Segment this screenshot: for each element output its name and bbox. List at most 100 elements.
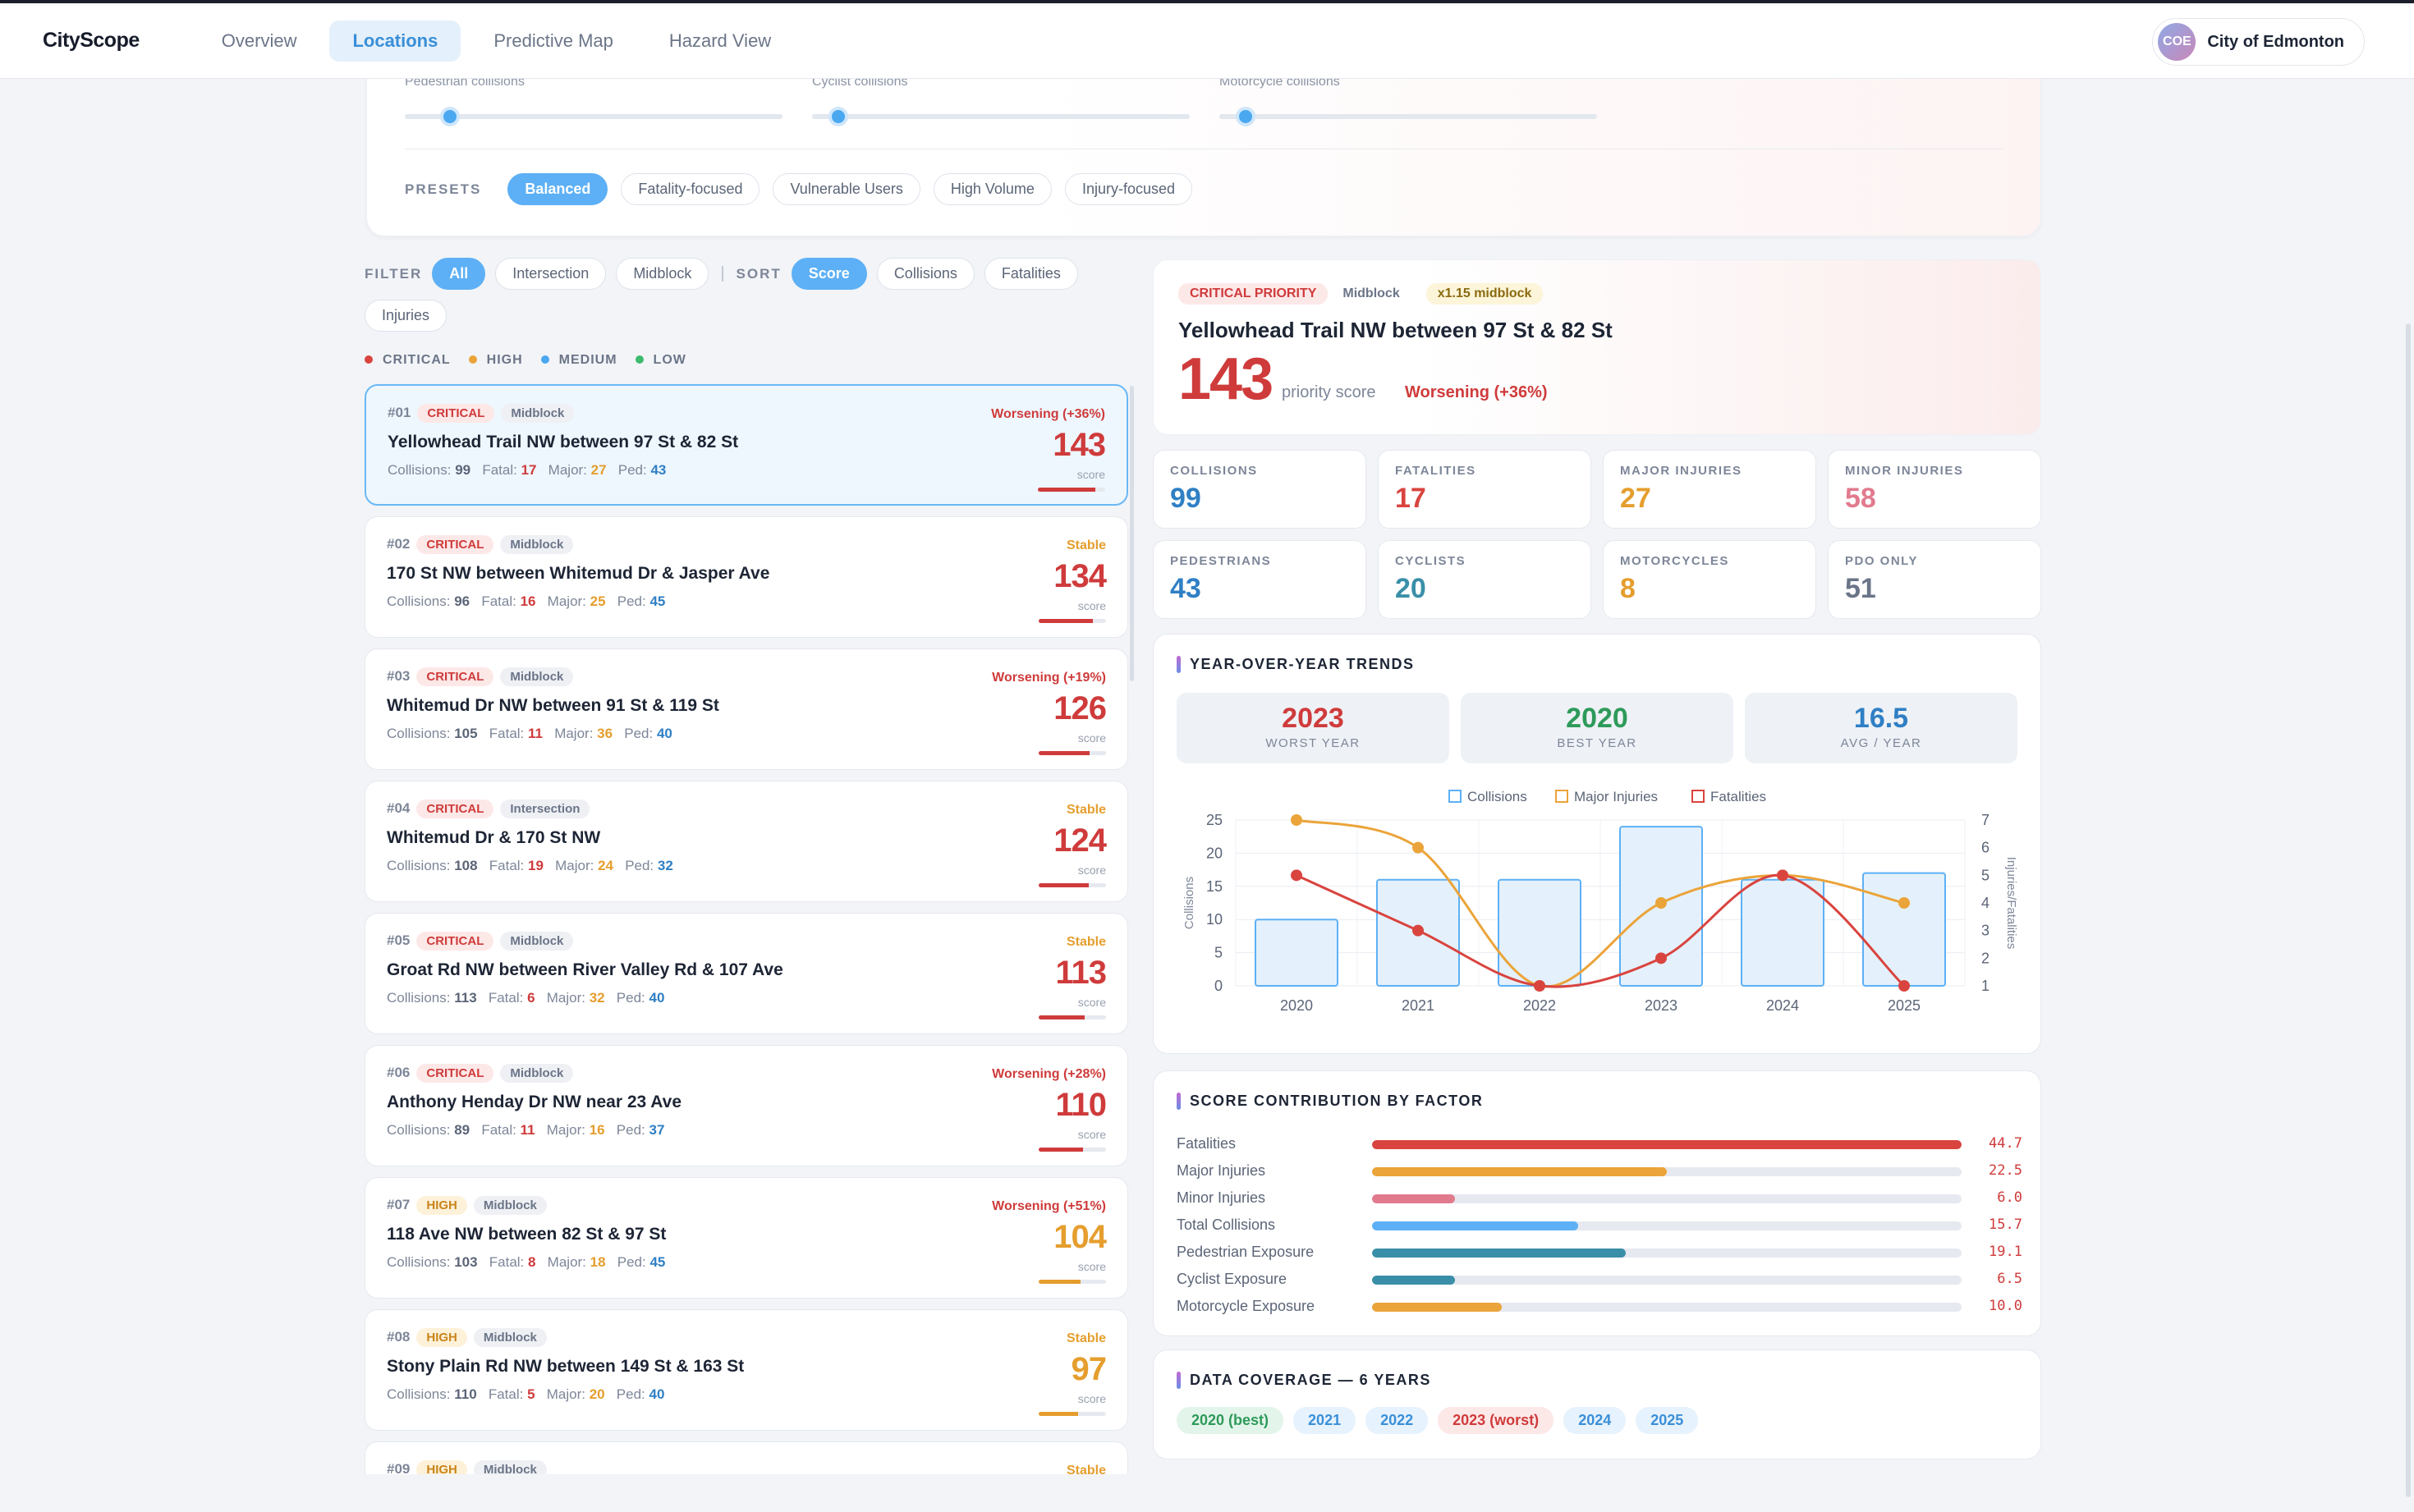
stat-value: 27 xyxy=(1620,483,1651,514)
sort-fatalities[interactable]: Fatalities xyxy=(984,258,1078,290)
ped-value: 40 xyxy=(649,990,665,1006)
motorcycle-weight-slider[interactable] xyxy=(1219,107,1597,126)
filter-separator: | xyxy=(720,264,725,282)
preset-injury-focused[interactable]: Injury-focused xyxy=(1064,173,1192,205)
slider-thumb[interactable] xyxy=(440,107,461,126)
contrib-bar xyxy=(1372,1276,1455,1285)
rank-label: #03 xyxy=(387,668,411,684)
avg-year-label: AVG / YEAR xyxy=(1840,736,1922,750)
legend-low: LOW xyxy=(635,353,686,368)
score-value: 97 xyxy=(1071,1351,1107,1387)
preset-fatality-focused[interactable]: Fatality-focused xyxy=(621,173,760,205)
cyclist-weight-slider[interactable] xyxy=(812,107,1190,126)
filter-intersection[interactable]: Intersection xyxy=(495,258,607,290)
stat-motorcycles: MOTORCYCLES 8 xyxy=(1603,540,1816,619)
app-logo[interactable]: CityScope xyxy=(43,29,140,52)
trend-label: Stable xyxy=(1066,935,1106,949)
tab-locations[interactable]: Locations xyxy=(329,20,461,62)
slider-thumb[interactable] xyxy=(828,107,849,126)
page-scrollbar[interactable] xyxy=(2406,323,2411,1497)
location-card[interactable]: #01 CRITICAL Midblock Yellowhead Trail NW b… xyxy=(365,384,1128,506)
severity-badge: HIGH xyxy=(416,1460,467,1474)
major-label: Major: xyxy=(547,1254,586,1270)
score-bar xyxy=(1039,1280,1106,1284)
score-label: score xyxy=(1077,599,1106,612)
stat-pdo-only: PDO ONLY 51 xyxy=(1828,540,2041,619)
preset-high-volume[interactable]: High Volume xyxy=(933,173,1052,205)
score-label: score xyxy=(1077,1260,1106,1273)
score-contribution-panel: SCORE CONTRIBUTION BY FACTOR Fatalities 4… xyxy=(1153,1070,2041,1336)
preset-vulnerable-users[interactable]: Vulnerable Users xyxy=(773,173,920,205)
pedestrian-weight-slider[interactable] xyxy=(405,107,782,126)
location-stats: Collisions: 105 Fatal: 11 Major: 36 Ped:… xyxy=(387,726,1106,742)
location-card[interactable]: #08 HIGH Midblock Stony Plain Rd NW between… xyxy=(365,1309,1128,1431)
rank-label: #08 xyxy=(387,1329,411,1345)
legend-swatch xyxy=(1555,790,1568,803)
score-bar xyxy=(1039,1148,1106,1152)
location-stats: Collisions: 96 Fatal: 16 Major: 25 Ped: … xyxy=(387,593,1106,610)
contrib-bar xyxy=(1372,1221,1579,1230)
legend-high: HIGH xyxy=(468,353,523,368)
ped-label: Ped: xyxy=(624,726,654,741)
bar-collisions xyxy=(1255,919,1338,987)
list-scrollbar[interactable] xyxy=(1130,386,1134,681)
yoy-title: YEAR-OVER-YEAR TRENDS xyxy=(1177,656,2017,673)
ped-label: Ped: xyxy=(617,593,646,609)
tab-predictive-map[interactable]: Predictive Map xyxy=(493,30,613,51)
collisions-value: 99 xyxy=(455,462,471,478)
rank-label: #09 xyxy=(387,1461,411,1474)
score-label: score xyxy=(1077,1392,1106,1405)
location-card[interactable]: #04 CRITICAL Intersection Whitemud Dr & 170… xyxy=(365,781,1128,902)
coverage-year-chip[interactable]: 2023 (worst) xyxy=(1438,1407,1554,1434)
sort-score[interactable]: Score xyxy=(791,258,867,290)
collisions-label: Collisions: xyxy=(387,858,451,873)
major-value: 18 xyxy=(590,1254,606,1270)
org-switcher[interactable]: COE City of Edmonton xyxy=(2152,18,2365,66)
stat-value: 17 xyxy=(1395,483,1426,514)
fatal-value: 16 xyxy=(520,593,536,609)
type-badge: Midblock xyxy=(473,1196,547,1215)
y2-axis-label: Injuries/Fatalities xyxy=(2004,857,2018,950)
contrib-label: Major Injuries xyxy=(1177,1162,1266,1179)
stat-collisions: COLLISIONS 99 xyxy=(1153,450,1366,529)
tab-overview[interactable]: Overview xyxy=(221,30,297,51)
contrib-track xyxy=(1372,1221,1962,1230)
org-name: City of Edmonton xyxy=(2207,32,2344,51)
score-bar-fill xyxy=(1039,1280,1081,1284)
location-card[interactable]: #06 CRITICAL Midblock Anthony Henday Dr NW … xyxy=(365,1045,1128,1166)
coverage-year-chip[interactable]: 2025 xyxy=(1636,1407,1699,1434)
location-card[interactable]: #02 CRITICAL Midblock 170 St NW between Whi… xyxy=(365,516,1128,638)
coverage-year-chip[interactable]: 2020 (best) xyxy=(1177,1407,1284,1434)
point-fatalities xyxy=(1655,952,1667,964)
slider-thumb[interactable] xyxy=(1236,107,1256,126)
score-value: 134 xyxy=(1053,558,1107,594)
preset-balanced[interactable]: Balanced xyxy=(507,173,608,205)
contrib-value: 10.0 xyxy=(1989,1298,2022,1314)
coverage-year-chip[interactable]: 2021 xyxy=(1293,1407,1356,1434)
legend-medium: MEDIUM xyxy=(540,353,617,368)
sort-injuries[interactable]: Injuries xyxy=(365,300,447,332)
stat-label: PDO ONLY xyxy=(1845,554,1918,568)
location-stats: Collisions: 89 Fatal: 11 Major: 16 Ped: … xyxy=(387,1122,1106,1139)
location-card[interactable]: #05 CRITICAL Midblock Groat Rd NW between R… xyxy=(365,913,1128,1034)
best-year-label: BEST YEAR xyxy=(1557,736,1637,750)
location-name: Groat Rd NW between River Valley Rd & 10… xyxy=(387,960,783,979)
coverage-year-chip[interactable]: 2024 xyxy=(1563,1407,1627,1434)
sort-collisions[interactable]: Collisions xyxy=(876,258,975,290)
score-bar-fill xyxy=(1039,1148,1084,1152)
contrib-title: SCORE CONTRIBUTION BY FACTOR xyxy=(1177,1093,2017,1110)
coverage-year-chip[interactable]: 2022 xyxy=(1365,1407,1429,1434)
filter-all[interactable]: All xyxy=(432,258,486,290)
collisions-label: Collisions: xyxy=(387,1386,451,1402)
collisions-value: 108 xyxy=(454,858,478,873)
location-card[interactable]: #09 HIGH Midblock Stable xyxy=(365,1441,1128,1474)
tab-hazard-view[interactable]: Hazard View xyxy=(668,30,772,51)
filter-midblock[interactable]: Midblock xyxy=(616,258,709,290)
location-card[interactable]: #07 HIGH Midblock 118 Ave NW between 82 St … xyxy=(365,1177,1128,1299)
location-card[interactable]: #03 CRITICAL Midblock Whitemud Dr NW betwee… xyxy=(365,648,1128,770)
contrib-value: 15.7 xyxy=(1989,1216,2022,1233)
score-label: score xyxy=(1077,996,1106,1009)
avg-year-value: 16.5 xyxy=(1853,703,1909,734)
stat-label: PEDESTRIANS xyxy=(1170,554,1272,568)
ped-value: 37 xyxy=(649,1122,665,1138)
